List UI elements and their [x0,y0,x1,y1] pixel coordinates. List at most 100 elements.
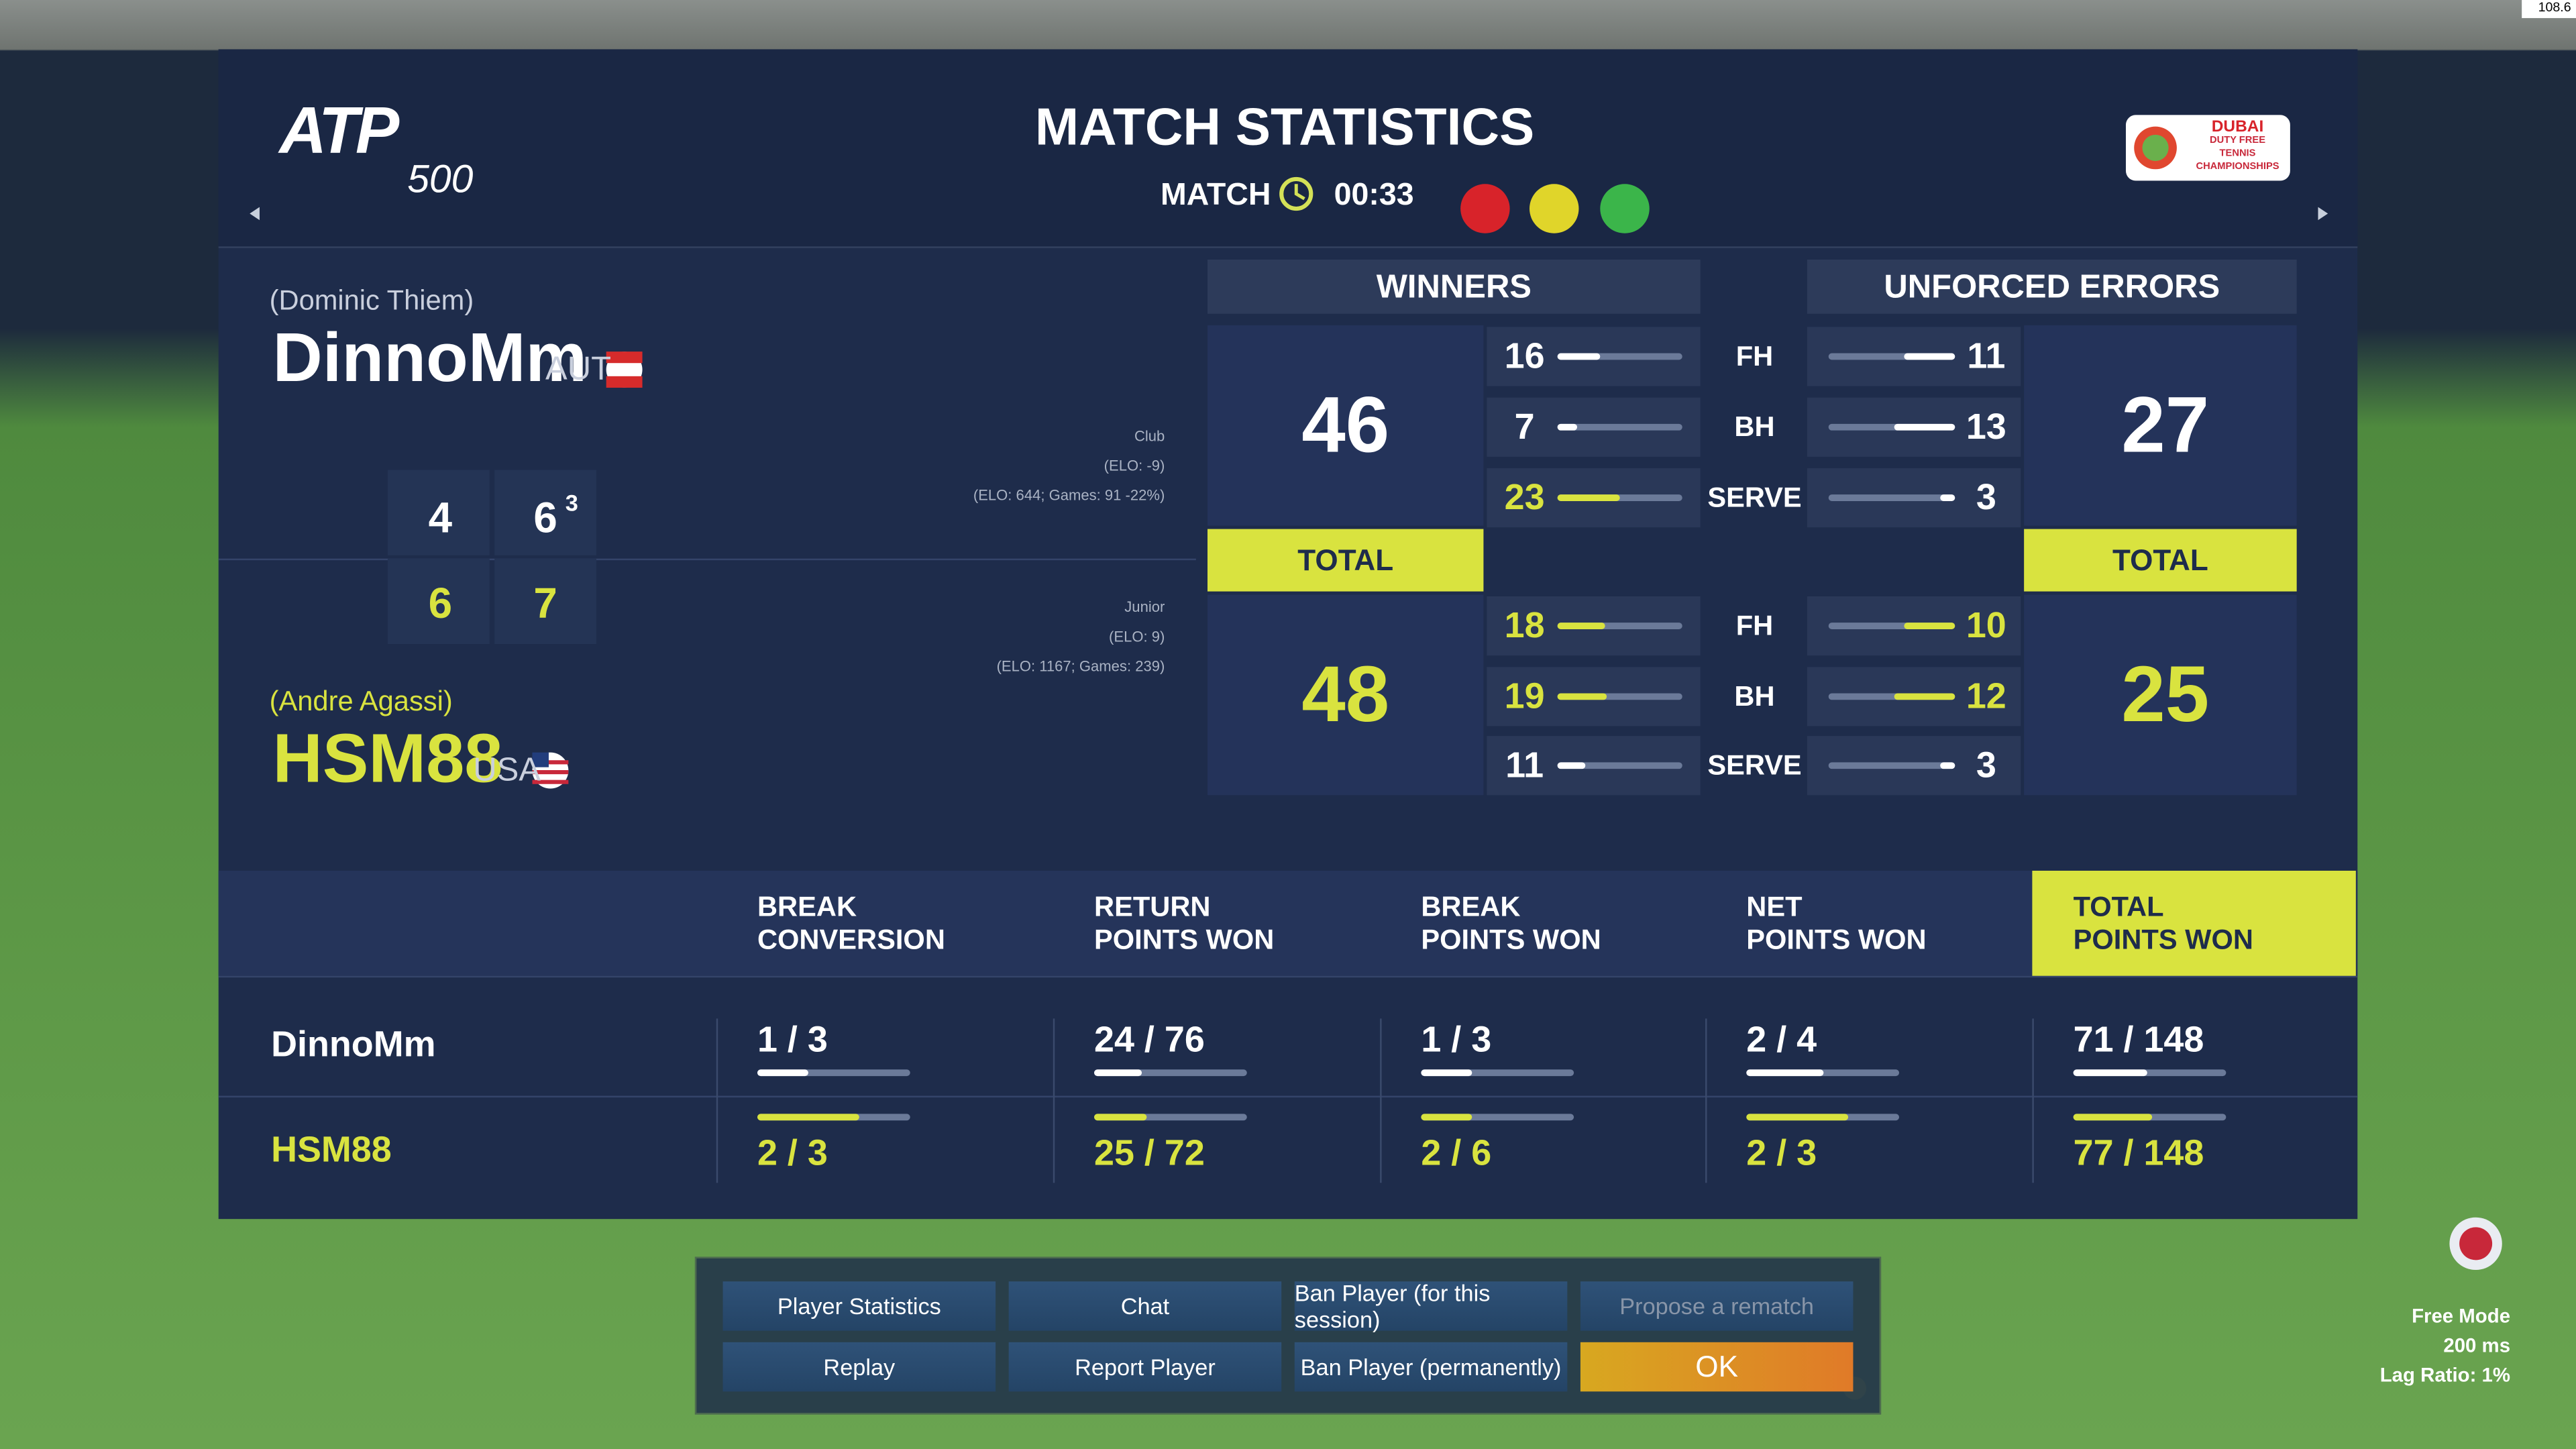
button[interactable]: Chat [1008,1281,1282,1331]
total-label-box [1208,529,1484,592]
bar-track [757,1069,910,1077]
button[interactable]: Ban Player (permanently) [1294,1342,1568,1392]
table-value: 25 / 72 [1094,1132,1205,1173]
errors-value: 11 [1967,335,2006,376]
player-info: (ELO: 644; Games: 91 -22%) [973,487,1165,504]
fraction-bar [757,1114,859,1121]
table-header: BREAK [757,891,857,923]
winners-header [1208,259,1701,314]
table-header: BREAK [1421,891,1521,923]
table-header: RETURN [1094,891,1211,923]
button[interactable]: Report Player [1008,1342,1282,1392]
errors-value: 10 [1966,604,2006,646]
header-band [218,49,2358,248]
winners-bar [1557,353,1601,360]
sponsor-text: DUBAI [2211,118,2264,137]
set-score: 6 [428,578,453,628]
winners-total: 48 [1301,652,1390,740]
table-value: 2 / 6 [1421,1132,1492,1173]
stroke-label: FH [1735,610,1774,642]
errors-bar [1941,494,1955,501]
winners-value: 23 [1504,476,1545,518]
score-cell [387,558,490,645]
errors-value: 12 [1966,675,2006,716]
player-info: (ELO: -9) [1104,458,1165,474]
winners-value: 19 [1504,675,1545,716]
sponsor-text: DUTY FREE [2209,136,2266,146]
fraction-bar [1094,1114,1148,1121]
table-value: 77 / 148 [2073,1132,2204,1173]
row-divider [218,1095,2358,1097]
column-divider [1053,1018,1055,1183]
table-value: 2 / 3 [757,1132,828,1173]
fraction-bar [1746,1069,1823,1077]
bar-track [1557,494,1682,501]
fraction-bar [1746,1114,1849,1121]
errors-title: UNFORCED ERRORS [1884,269,2220,306]
errors-value: 13 [1966,405,2006,447]
winners-bar [1557,762,1587,769]
tiebreak-score: 3 [565,489,578,516]
row-name: HSM88 [271,1128,392,1170]
column-divider [2032,1018,2034,1183]
bar-track [1557,762,1682,769]
sponsor-text: TENNIS [2219,149,2256,160]
set-score: 7 [533,578,557,628]
winners-total: 46 [1301,382,1390,470]
errors-bar [1894,693,1955,700]
total-label: TOTAL [1297,543,1394,577]
table-value: 2 / 4 [1746,1018,1817,1060]
bar-track [1828,494,1955,501]
table-header: POINTS WON [1746,924,1927,956]
player-info: (ELO: 1167; Games: 239) [996,657,1165,675]
errors-total-box [2024,325,2297,526]
bar-track [1421,1069,1574,1077]
score-cell [494,470,596,555]
total-label-box [2024,529,2297,592]
button[interactable]: Propose a rematch [1580,1281,1854,1331]
bar-track [2073,1069,2226,1077]
errors-value: 3 [1976,476,1996,518]
table-value: 2 / 3 [1746,1132,1817,1173]
errors-bar [1903,353,1955,360]
column-divider [1380,1018,1382,1183]
button[interactable]: OK [1580,1342,1854,1392]
table-value: 24 / 76 [1094,1018,1205,1060]
total-column-highlight [2032,870,2356,976]
table-header: TOTAL [2073,891,2164,923]
winners-value: 11 [1505,744,1544,786]
button[interactable]: Player Statistics [722,1281,996,1331]
column-divider [716,1018,718,1183]
stroke-label: BH [1734,681,1775,712]
button[interactable]: Replay [722,1342,996,1392]
logo-tier: 500 [407,158,474,203]
table-header: POINTS WON [1421,924,1601,956]
sponsor-text: CHAMPIONSHIPS [2196,162,2279,173]
winners-bar [1557,623,1605,629]
set-score: 6 [533,492,557,543]
winners-bar [1557,693,1607,700]
logo: ATP [279,95,399,168]
errors-total: 25 [2121,652,2210,740]
bar-track [1557,693,1682,700]
bar-track [1828,762,1955,769]
winners-value: 18 [1504,604,1545,646]
fraction-bar [1421,1114,1472,1121]
player-name: HSM88 [272,719,503,797]
fraction-bar [1094,1069,1142,1077]
stroke-label: SERVE [1707,482,1802,514]
total-label: TOTAL [2112,543,2208,577]
bar-track [1746,1069,1900,1077]
match-label: MATCH [1160,178,1271,213]
row-divider [218,975,2358,978]
player-info: Club [1134,427,1165,445]
status-text: 200 ms [2443,1334,2511,1357]
fraction-bar [757,1069,808,1077]
errors-total: 27 [2121,382,2210,470]
winners-bar [1557,423,1576,431]
bar-track [1557,623,1682,629]
country: AUT [545,352,612,388]
button[interactable]: Ban Player (for this session) [1294,1280,1568,1332]
fraction-bar [2073,1114,2153,1121]
bar-track [1094,1069,1247,1077]
